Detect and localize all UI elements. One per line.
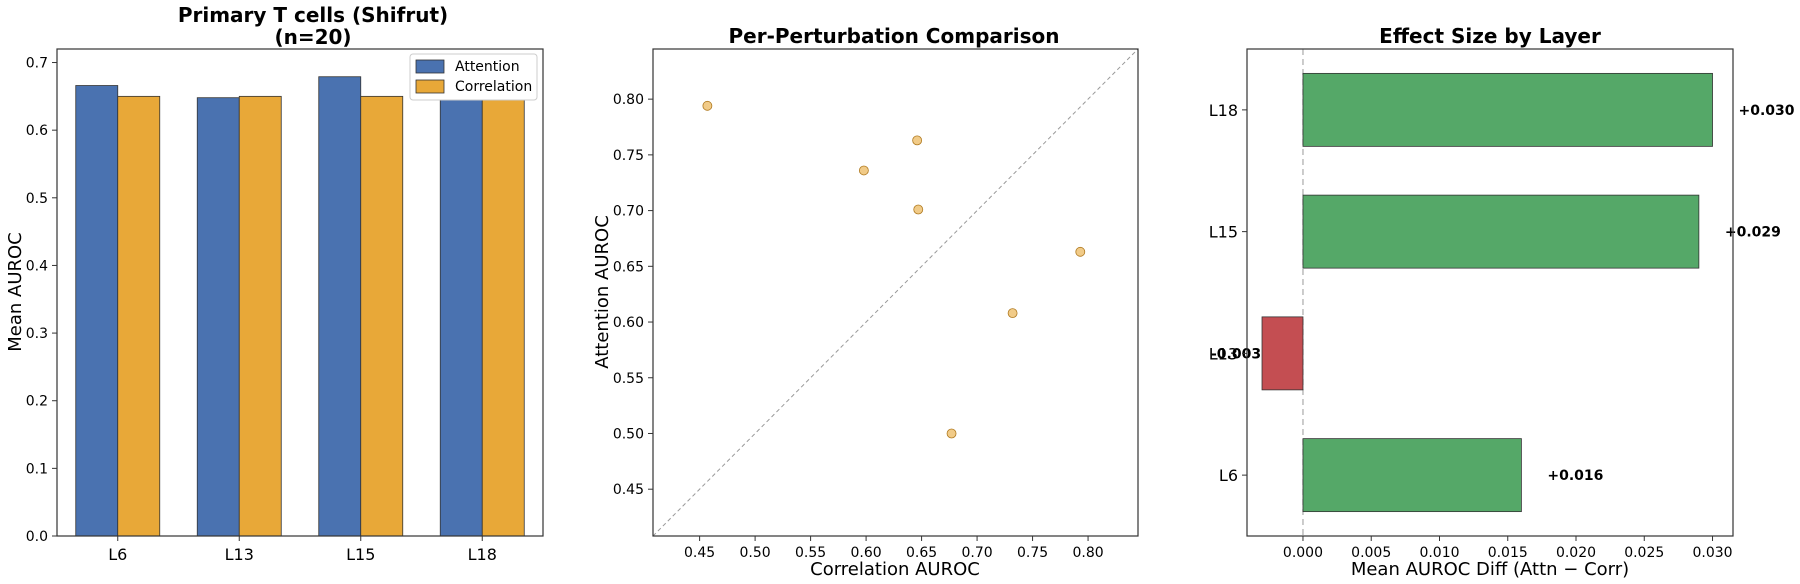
scatter-points <box>702 100 1086 439</box>
scatter-point <box>1075 246 1086 257</box>
y-tick-label: 0.80 <box>613 92 644 108</box>
diagonal-reference-line <box>652 48 1139 537</box>
y-tick-label: 0.70 <box>613 204 644 220</box>
x-tick-label: 0.60 <box>851 545 882 561</box>
panel-scatter-chart: Per-Perturbation Comparison 0.45 0.50 0.55… <box>592 24 1139 580</box>
value-label: +0.016 <box>1547 468 1603 484</box>
bar-l15 <box>1302 194 1700 269</box>
x-axis-label: Correlation AUROC <box>810 559 980 580</box>
y-axis: 0.0 0.1 0.2 0.3 0.4 0.5 0.6 0.7 <box>26 56 57 545</box>
scatter-point <box>702 100 713 111</box>
legend-swatch-attention <box>415 59 445 74</box>
y-tick-label: 0.1 <box>26 461 48 477</box>
y-axis: L6 L13 L15 L18 <box>1209 101 1247 485</box>
bar-correlation-l15 <box>360 95 404 537</box>
panel-bar-chart: Primary T cells (Shifrut) (n=20) 0.00.10… <box>5 3 544 564</box>
y-tick-label: 0.5 <box>26 191 48 207</box>
x-tick-label: 0.70 <box>961 545 992 561</box>
x-tick-label: 0.65 <box>906 545 937 561</box>
y-tick-label: L6 <box>1219 466 1238 485</box>
y-tick-label: 0.75 <box>613 148 644 164</box>
y-tick-label: 0.65 <box>613 259 644 275</box>
y-tick-label: L15 <box>1209 223 1238 242</box>
x-tick-label: 0.015 <box>1488 545 1528 561</box>
x-tick-label: 0.005 <box>1351 545 1391 561</box>
bar-attention-l13 <box>196 97 240 537</box>
x-axis-label: Mean AUROC Diff (Attn − Corr) <box>1351 559 1629 580</box>
y-tick-label: 0.4 <box>26 258 48 274</box>
y-tick-label: 0.0 <box>26 529 48 545</box>
plot-frame <box>56 48 544 537</box>
y-tick-label: 0.50 <box>613 426 644 442</box>
value-label: +0.030 <box>1739 103 1795 119</box>
legend: Attention Correlation <box>409 53 538 101</box>
value-label: -0.003 <box>1211 346 1261 362</box>
x-tick-label: 0.75 <box>1017 545 1048 561</box>
bar-group: +0.016 -0.003 +0.029 +0.030 <box>1211 49 1795 536</box>
scatter-point <box>1007 308 1018 319</box>
x-tick-label: L18 <box>468 545 497 564</box>
y-tick-label: 0.7 <box>26 56 48 72</box>
bar-group <box>75 76 525 537</box>
x-axis: L6 L13 L15 L18 <box>108 536 497 564</box>
value-label: +0.029 <box>1725 225 1781 241</box>
panel-effect-size-chart: Effect Size by Layer +0.016-0.003+0.029+… <box>1209 24 1795 580</box>
x-axis: 0.45 0.50 0.55 0.60 0.65 0.70 0.75 0.80 <box>684 536 1104 561</box>
y-tick-label: 0.3 <box>26 326 48 342</box>
legend-label-correlation: Correlation <box>455 79 532 95</box>
bar-l18 <box>1302 72 1713 147</box>
scatter-point <box>946 428 957 439</box>
scatter-point <box>913 204 924 215</box>
bar-correlation-l18 <box>481 95 525 537</box>
chart-title: Effect Size by Layer <box>1379 24 1601 48</box>
y-tick-label: 0.60 <box>613 315 644 331</box>
x-tick-label: 0.020 <box>1556 545 1596 561</box>
chart-title: Primary T cells (Shifrut) <box>178 3 448 27</box>
x-tick-label: L13 <box>225 545 254 564</box>
y-tick-label: L18 <box>1209 101 1238 120</box>
x-tick-label: 0.55 <box>795 545 826 561</box>
x-tick-label: L6 <box>108 545 127 564</box>
x-tick-label: 0.80 <box>1072 545 1103 561</box>
x-tick-label: 0.010 <box>1419 545 1459 561</box>
bar-correlation-l6 <box>117 95 161 537</box>
y-tick-label: 0.2 <box>26 394 48 410</box>
x-tick-label: 0.50 <box>740 545 771 561</box>
y-tick-label: 0.45 <box>613 482 644 498</box>
bar-l6 <box>1302 438 1522 513</box>
x-tick-label: 0.000 <box>1283 545 1323 561</box>
y-axis-label: Mean AUROC <box>5 232 26 352</box>
x-tick-label: 0.030 <box>1692 545 1732 561</box>
y-axis: 0.45 0.50 0.55 0.60 0.65 0.70 0.75 0.80 <box>613 92 653 498</box>
chart-title: Per-Perturbation Comparison <box>729 24 1060 48</box>
x-tick-label: 0.45 <box>684 545 715 561</box>
bar-correlation-l13 <box>238 95 282 537</box>
y-tick-label: L13 <box>1209 344 1238 363</box>
scatter-point <box>858 165 869 176</box>
bar-attention-l18 <box>439 79 483 537</box>
x-tick-label: L15 <box>346 545 375 564</box>
x-axis: 0.000 0.005 0.010 0.015 0.020 0.025 0.030 <box>1283 536 1733 561</box>
bar-l13 <box>1261 316 1304 391</box>
scatter-point <box>912 135 923 146</box>
y-axis-label: Attention AUROC <box>592 215 613 369</box>
x-tick-label: 0.025 <box>1624 545 1664 561</box>
y-tick-label: 0.6 <box>26 123 48 139</box>
chart-subtitle: (n=20) <box>274 25 351 49</box>
bar-attention-l15 <box>318 76 362 537</box>
legend-label-attention: Attention <box>455 59 520 75</box>
plot-frame <box>652 48 1139 537</box>
y-tick-label: 0.55 <box>613 371 644 387</box>
legend-swatch-correlation <box>415 79 445 94</box>
plot-frame <box>1246 48 1734 537</box>
bar-attention-l6 <box>75 85 119 537</box>
